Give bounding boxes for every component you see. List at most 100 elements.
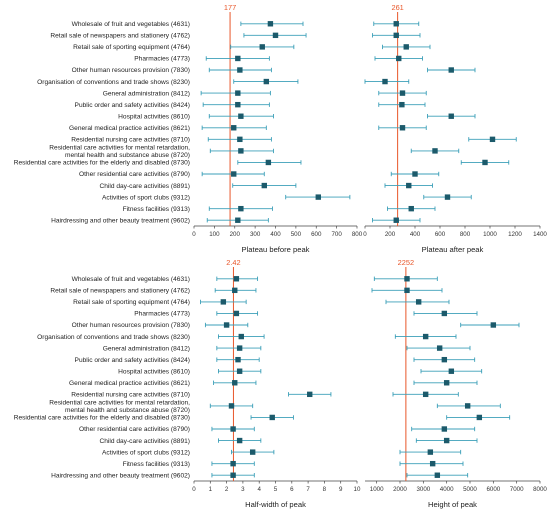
row-label: Pharmacies (4773) [134, 311, 190, 318]
x-tick-label: 7 [306, 486, 310, 493]
row-label: Retail sale of sporting equipment (4764) [73, 299, 190, 306]
x-tick-label: 0 [192, 231, 196, 238]
x-tick-label: 4000 [440, 486, 454, 493]
point-estimate-marker [399, 90, 406, 96]
point-estimate-marker [230, 472, 236, 478]
x-tick-label: 0 [192, 486, 196, 493]
x-tick-label: 400 [270, 231, 281, 238]
row-label: Retail sale of newspapers and stationery… [50, 288, 190, 295]
point-estimate-marker [223, 322, 230, 328]
point-estimate-marker [220, 299, 227, 305]
point-estimate-marker [404, 287, 410, 294]
point-estimate-marker [235, 90, 241, 96]
x-axis-title: Plateau before peak [242, 245, 310, 254]
row-label: Residential care activities for mental r… [49, 144, 190, 159]
x-tick-label: 3000 [416, 486, 430, 493]
point-estimate-marker [259, 44, 265, 50]
point-estimate-marker [237, 136, 243, 143]
x-tick-label: 300 [250, 231, 261, 238]
point-estimate-marker [238, 333, 244, 340]
x-tick-label: 100 [209, 231, 220, 238]
row-label: Retail sale of newspapers and stationery… [50, 33, 190, 40]
row-label: Child day-care activities (8891) [99, 183, 190, 190]
row-label: Wholesale of fruit and vegetables (4631) [72, 21, 190, 28]
reference-value-label: 2252 [398, 258, 414, 267]
row-label: Fitness facilities (9313) [123, 206, 190, 213]
row-label: General administration (8412) [103, 345, 190, 352]
point-estimate-marker [238, 113, 244, 119]
point-estimate-marker [441, 310, 448, 317]
reference-value-label: 177 [224, 3, 236, 12]
row-label: Other residential care activities (8790) [79, 426, 190, 433]
point-estimate-marker [403, 44, 409, 50]
x-tick-label: 800 [352, 231, 363, 238]
row-label: Organisation of conventions and trade sh… [37, 334, 190, 341]
point-estimate-marker [393, 32, 399, 39]
row-label: General medical practice activities (862… [69, 125, 190, 132]
x-tick-label: 1200 [508, 231, 522, 238]
point-estimate-marker [434, 472, 441, 478]
point-estimate-marker [441, 356, 448, 363]
point-estimate-marker [490, 322, 497, 328]
row-label: General medical practice activities (862… [69, 380, 190, 387]
x-tick-label: 2 [225, 486, 229, 493]
row-label: Residential care activities for the elde… [14, 160, 190, 167]
x-tick-label: 500 [291, 231, 302, 238]
point-estimate-marker [408, 205, 414, 212]
panel-2: 0 200 400 600 800 1000 1200 1400 Plateau after p… [363, 3, 547, 254]
point-estimate-marker [269, 414, 275, 421]
point-estimate-marker [436, 345, 443, 351]
point-estimate-marker [235, 101, 241, 108]
x-tick-label: 4 [257, 486, 261, 493]
x-tick-label: 700 [331, 231, 342, 238]
point-estimate-marker [448, 113, 454, 119]
x-tick-label: 7000 [510, 486, 524, 493]
x-tick-label: 8 [323, 486, 327, 493]
point-estimate-marker [231, 125, 237, 131]
row-label: Hairdressing and other beauty treatment … [51, 217, 190, 224]
x-tick-label: 1 [209, 486, 213, 493]
x-tick-label: 200 [385, 231, 396, 238]
point-estimate-marker [307, 391, 313, 398]
row-label: Organisation of conventions and trade sh… [37, 79, 190, 86]
point-estimate-marker [396, 55, 402, 62]
point-estimate-marker [476, 414, 483, 421]
point-estimate-marker [399, 125, 406, 131]
row-label: Public order and safety activities (8424… [75, 357, 190, 364]
point-estimate-marker [399, 101, 405, 108]
row-label: Wholesale of fruit and vegetables (4631) [72, 276, 190, 283]
row-label: Residential nursing care activities (871… [71, 137, 190, 144]
row-label: Residential care activities for mental r… [49, 399, 190, 414]
point-estimate-marker [489, 136, 496, 143]
x-tick-label: 1000 [370, 486, 384, 493]
x-tick-label: 800 [460, 231, 471, 238]
reference-value-label: 2.42 [226, 258, 240, 267]
x-tick-label: 5 [274, 486, 278, 493]
point-estimate-marker [249, 449, 256, 455]
row-label: Residential care activities for the elde… [14, 415, 190, 422]
x-tick-label: 6 [290, 486, 294, 493]
point-estimate-marker [404, 276, 410, 282]
x-axis-title: Plateau after peak [422, 245, 484, 254]
point-estimate-marker [422, 333, 429, 340]
point-estimate-marker [230, 460, 236, 467]
panel-4: 1000 2000 3000 4000 5000 6000 7000 8000 Height o… [365, 258, 547, 509]
row-label: Public order and safety activities (8424… [75, 102, 190, 109]
x-tick-label: 9 [339, 486, 343, 493]
point-estimate-marker [232, 287, 238, 294]
reference-value-label: 261 [391, 3, 403, 12]
x-tick-label: 600 [435, 231, 446, 238]
point-estimate-marker [464, 403, 471, 409]
x-axis-title: Height of peak [428, 500, 477, 509]
point-estimate-marker [236, 345, 243, 351]
point-estimate-marker [231, 171, 237, 177]
point-estimate-marker [265, 159, 272, 166]
row-label: Residential nursing care activities (871… [71, 392, 190, 399]
point-estimate-marker [393, 217, 399, 223]
point-estimate-marker [432, 148, 438, 154]
x-tick-label: 10 [354, 486, 361, 493]
point-estimate-marker [382, 78, 388, 85]
row-label: Hospital activities (8610) [118, 113, 190, 120]
row-label: Retail sale of sporting equipment (4764) [73, 44, 190, 51]
x-tick-label: 3 [241, 486, 245, 493]
